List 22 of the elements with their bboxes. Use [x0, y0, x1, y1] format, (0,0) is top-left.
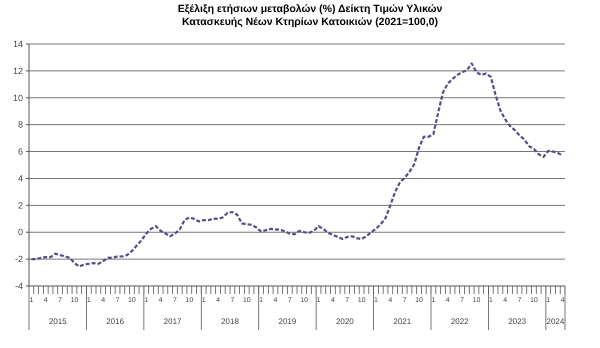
- y-tick-label: 14: [12, 39, 23, 49]
- y-tick-label: 2: [18, 200, 23, 210]
- text: 2016: [106, 317, 125, 326]
- text: 2022: [450, 317, 470, 326]
- text: 2024: [546, 317, 565, 326]
- y-tick-label: 4: [18, 173, 23, 184]
- y-tick-label: 6: [18, 146, 23, 157]
- text: 2023: [508, 317, 527, 326]
- y-tick-label: 8: [18, 120, 23, 130]
- text: 2015: [48, 317, 68, 326]
- y-tick-label: -2: [14, 254, 23, 264]
- text: 2019: [278, 317, 297, 326]
- y-tick-label: -4: [14, 281, 23, 291]
- text: 2017: [164, 317, 182, 326]
- y-tick-label: 12: [12, 66, 23, 76]
- text: 2020: [336, 317, 354, 326]
- y-tick-label: 0: [18, 227, 23, 238]
- text: 2021: [393, 317, 412, 326]
- chart-title: Εξέλιξη ετήσιων μεταβολών (%) Δείκτη Τιμών Υλικών Κατασκευής Νέων Κτηρίων Κατοικιών (2021=100,0): [178, 3, 442, 28]
- line-series: [30, 62, 564, 268]
- y-tick-label: 10: [12, 92, 23, 103]
- text: 2018: [221, 317, 240, 326]
